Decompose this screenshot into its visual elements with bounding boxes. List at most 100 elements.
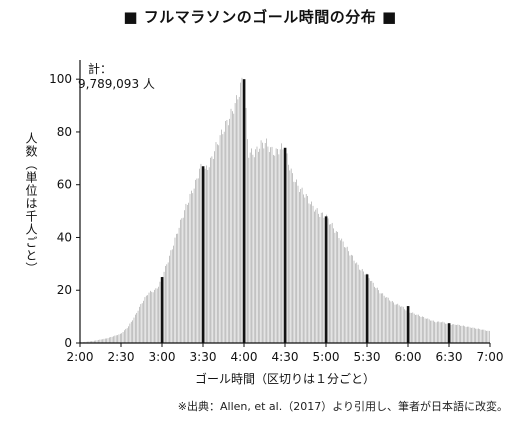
histogram-bar	[121, 333, 123, 343]
histogram-bar	[241, 77, 243, 344]
histogram-bar	[349, 255, 351, 343]
histogram-bar	[378, 290, 379, 343]
histogram-bar	[177, 233, 179, 343]
histogram-bar	[94, 340, 95, 343]
histogram-bar	[439, 322, 441, 343]
histogram-bar	[428, 319, 430, 343]
histogram-bar	[320, 212, 322, 343]
histogram-bar	[151, 291, 153, 343]
histogram-bar	[484, 330, 486, 343]
histogram-bar	[144, 297, 146, 343]
histogram-bar	[478, 328, 479, 343]
histogram-bar	[148, 292, 150, 343]
histogram-bar	[266, 138, 267, 343]
axes-group: 0 20 40 60 80 100 2:00 2:30 3:00 3:30 4:00 4:30 5:00…	[49, 60, 503, 364]
histogram-bar	[475, 328, 476, 343]
histogram-bar	[457, 324, 459, 343]
histogram-bar	[225, 121, 226, 343]
histogram-bar	[426, 318, 427, 343]
histogram-bar	[171, 249, 173, 343]
histogram-bar	[411, 312, 412, 343]
histogram-bar	[363, 271, 364, 343]
histogram-bar	[152, 292, 154, 343]
histogram-bar	[292, 173, 293, 343]
histogram-bar	[217, 144, 218, 343]
histogram-bar	[288, 164, 289, 343]
histogram-bar	[232, 111, 233, 344]
histogram-bar	[255, 149, 256, 343]
histogram-bar	[223, 131, 225, 343]
histogram-bar	[432, 320, 434, 343]
histogram-bar	[207, 169, 209, 343]
histogram-bar	[344, 247, 345, 343]
histogram-bar	[293, 181, 295, 343]
histogram-bar	[312, 205, 314, 343]
histogram-bar	[461, 325, 463, 343]
histogram-bar	[335, 231, 337, 343]
histogram-bar	[391, 300, 393, 343]
histogram-bar	[456, 324, 457, 343]
histogram-bar	[99, 339, 101, 343]
highlight-bar	[242, 79, 246, 343]
histogram-bar	[256, 146, 258, 343]
histogram-bar	[206, 165, 207, 343]
histogram-bar	[143, 300, 144, 343]
histogram-bar	[278, 154, 280, 343]
total-annotation: 計： 9,789,093 人	[78, 62, 155, 92]
y-tick-label: 40	[57, 230, 72, 244]
histogram-bar	[434, 321, 435, 343]
histogram-bar	[307, 195, 308, 343]
histogram-bar	[147, 295, 148, 343]
histogram-bar	[468, 326, 470, 343]
histogram-bar	[135, 314, 136, 343]
histogram-bar	[167, 262, 169, 343]
histogram-bar	[106, 338, 107, 343]
histogram-bar	[178, 227, 180, 343]
y-tick-label: 60	[57, 178, 72, 192]
histogram-bar	[227, 125, 229, 344]
histogram-bar	[311, 201, 312, 343]
histogram-bar	[211, 156, 213, 343]
histogram-bar	[195, 179, 196, 343]
histogram-bar	[111, 336, 113, 343]
histogram-bar	[110, 337, 112, 343]
histogram-bar	[348, 251, 349, 343]
highlight-bar	[201, 166, 205, 343]
highlight-bar	[324, 216, 328, 343]
highlight-bar	[283, 147, 287, 343]
histogram-bar	[301, 187, 303, 343]
histogram-bar	[458, 324, 460, 343]
x-tick-label: 4:30	[272, 350, 299, 364]
histogram-bar	[450, 324, 452, 343]
histogram-bar	[184, 210, 185, 343]
histogram-bar	[404, 309, 405, 343]
histogram-bar	[103, 338, 105, 343]
histogram-bar	[333, 228, 334, 343]
histogram-bar	[480, 329, 482, 343]
histogram-bar	[330, 224, 332, 343]
histogram-bar	[189, 193, 191, 343]
histogram-bar	[370, 281, 371, 343]
histogram-bar	[188, 202, 189, 343]
histogram-bar	[170, 250, 172, 343]
histogram-bar	[327, 218, 329, 343]
histogram-bar	[359, 269, 360, 343]
x-tick-label: 5:30	[354, 350, 381, 364]
y-tick-label: 0	[64, 336, 72, 350]
histogram-bar	[423, 316, 425, 343]
histogram-bar	[431, 320, 433, 343]
histogram-bar	[437, 321, 438, 343]
histogram-bar	[200, 163, 202, 343]
histogram-bar	[249, 152, 251, 343]
histogram-bar	[300, 189, 302, 343]
histogram-bar	[263, 148, 265, 343]
histogram-bar	[89, 341, 91, 343]
histogram-bar	[126, 328, 128, 343]
histogram-bar	[337, 231, 338, 343]
histogram-bar	[299, 192, 300, 343]
histogram-bar	[132, 320, 133, 343]
histogram-bar	[315, 209, 317, 343]
histogram-bar	[409, 312, 411, 343]
y-tick-label: 20	[57, 283, 72, 297]
histogram-bar	[342, 241, 344, 343]
